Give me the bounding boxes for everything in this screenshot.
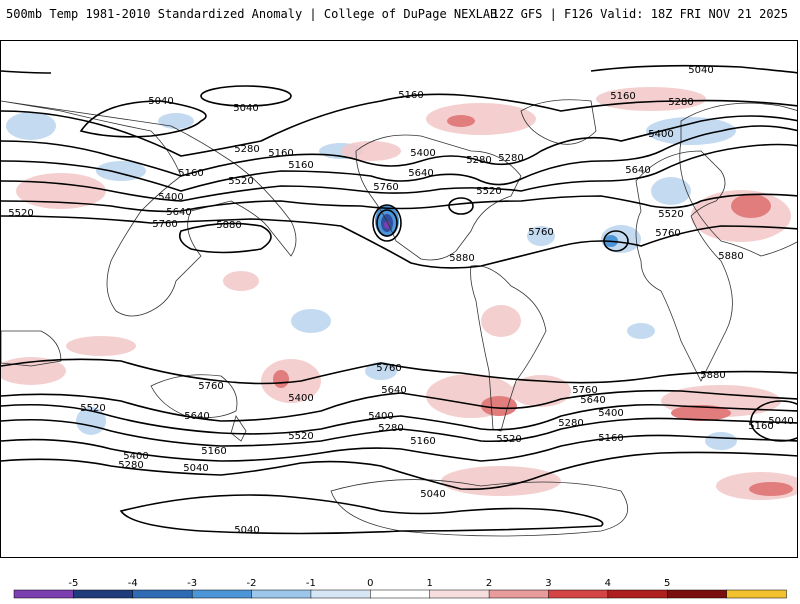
negative-anomaly-shading: [6, 112, 737, 450]
contour-label: 5760: [655, 228, 680, 239]
contour-label: 5040: [688, 65, 713, 76]
contour-label: 5400: [410, 148, 435, 159]
colorbar-segment: [132, 589, 193, 599]
colorbar-tick-label: 0: [367, 578, 373, 589]
contour-label: 5400: [123, 451, 148, 462]
contour-label: 5040: [768, 416, 793, 427]
contour-label: 5280: [558, 418, 583, 429]
contour-label: 5880: [216, 220, 241, 231]
contour-label: 5160: [178, 168, 203, 179]
contour-label: 5160: [288, 160, 313, 171]
contour-label: 5040: [234, 525, 259, 536]
contour-label: 5160: [410, 436, 435, 447]
contour-label: 5760: [373, 182, 398, 193]
world-map: 5040 5040 5040 5040 5040 5040 5040 5160 …: [1, 64, 797, 537]
positive-anomaly-shading: [1, 87, 797, 500]
map-title: 500mb Temp 1981-2010 Standardized Anomal…: [6, 7, 498, 21]
contour-label: 5520: [8, 208, 33, 219]
colorbar-segment: [488, 589, 550, 599]
colorbar-segment: [251, 589, 312, 599]
colorbar-tick-label: 5: [664, 578, 670, 589]
contour-label: 5640: [580, 395, 605, 406]
contour-label: 5040: [420, 489, 445, 500]
contour-label: 5520: [228, 176, 253, 187]
contour-label: 5280: [118, 460, 143, 471]
map-panel: 5040 5040 5040 5040 5040 5040 5040 5160 …: [0, 40, 798, 558]
contour-label: 5160: [748, 421, 773, 432]
colorbar-segment: [191, 589, 253, 599]
colorbar-segment: [13, 589, 75, 599]
contour-label: 5400: [648, 129, 673, 140]
contour-label: 5280: [234, 144, 259, 155]
contour-label: 5400: [368, 411, 393, 422]
contour-label: 5040: [148, 96, 173, 107]
model-run-info: 12Z GFS | F126 Valid: 18Z FRI NOV 21 202…: [491, 7, 788, 21]
strong-negative-anomaly: [375, 205, 618, 247]
colorbar-segment: [429, 589, 490, 599]
contour-label: 5160: [268, 148, 293, 159]
colorbar-segment: [548, 589, 609, 599]
contour-label: 5760: [572, 385, 597, 396]
colorbar-tick-label: -2: [247, 578, 257, 589]
contour-labels: 5040 5040 5040 5040 5040 5040 5040 5160 …: [8, 65, 793, 536]
contour-label: 5520: [288, 431, 313, 442]
contour-label: 5400: [158, 192, 183, 203]
colorbar-tick-label: 4: [605, 578, 611, 589]
contour-label: 5280: [378, 423, 403, 434]
contour-label: 5520: [80, 403, 105, 414]
colorbar-graphic: -5 -4 -3 -2 -1 0 1 2 3 4 5: [13, 578, 787, 599]
contour-label: 5640: [408, 168, 433, 179]
contour-label: 5520: [496, 434, 521, 445]
colorbar-segment: [370, 589, 431, 599]
contour-label: 5400: [288, 393, 313, 404]
contour-label: 5640: [184, 411, 209, 422]
contour-label: 5160: [201, 446, 226, 457]
contour-label: 5520: [658, 209, 683, 220]
height-contours: [1, 64, 797, 535]
contour-label: 5040: [183, 463, 208, 474]
contour-label: 5760: [528, 227, 553, 238]
colorbar-segment: [73, 589, 134, 599]
contour-label: 5880: [449, 253, 474, 264]
contour-label: 5520: [476, 186, 501, 197]
anomaly-colorbar: -5 -4 -3 -2 -1 0 1 2 3 4 5: [0, 574, 800, 600]
contour-label: 5760: [198, 381, 223, 392]
colorbar-tick-label: -4: [128, 578, 138, 589]
contour-label: 5760: [152, 219, 177, 230]
colorbar-segment: [310, 589, 372, 599]
contour-label: 5640: [381, 385, 406, 396]
contour-label: 5160: [610, 91, 635, 102]
contour-label: 5640: [166, 207, 191, 218]
contour-label: 5280: [668, 97, 693, 108]
colorbar-tick-label: -3: [187, 578, 197, 589]
contour-label: 5880: [718, 251, 743, 262]
colorbar-tick-label: -1: [306, 578, 316, 589]
colorbar-tick-label: 1: [427, 578, 433, 589]
colorbar-segment: [607, 589, 668, 599]
colorbar-segment: [726, 589, 787, 599]
colorbar-tick-label: 3: [545, 578, 551, 589]
contour-label: 5160: [398, 90, 423, 101]
colorbar-tick-label: 2: [486, 578, 492, 589]
colorbar-segment: [666, 589, 728, 599]
contour-label: 5280: [498, 153, 523, 164]
contour-label: 5280: [466, 155, 491, 166]
colorbar-tick-label: -5: [68, 578, 78, 589]
contour-label: 5160: [598, 433, 623, 444]
contour-label: 5400: [598, 408, 623, 419]
map-header: 500mb Temp 1981-2010 Standardized Anomal…: [0, 0, 800, 30]
coastlines: [1, 99, 797, 537]
contour-label: 5040: [233, 103, 258, 114]
contour-label: 5880: [700, 370, 725, 381]
contour-label: 5640: [625, 165, 650, 176]
contour-label: 5760: [376, 363, 401, 374]
